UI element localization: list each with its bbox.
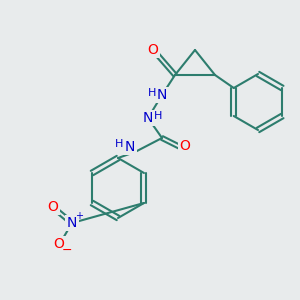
Text: H: H: [148, 88, 156, 98]
Text: N: N: [67, 216, 77, 230]
Text: +: +: [75, 211, 83, 221]
Text: −: −: [62, 244, 72, 256]
Text: H: H: [154, 111, 162, 121]
Text: H: H: [115, 139, 123, 149]
Text: O: O: [54, 237, 64, 251]
Text: O: O: [48, 200, 58, 214]
Text: O: O: [180, 139, 190, 153]
Text: N: N: [125, 140, 135, 154]
Text: N: N: [143, 111, 153, 125]
Text: O: O: [148, 43, 158, 57]
Text: N: N: [157, 88, 167, 102]
